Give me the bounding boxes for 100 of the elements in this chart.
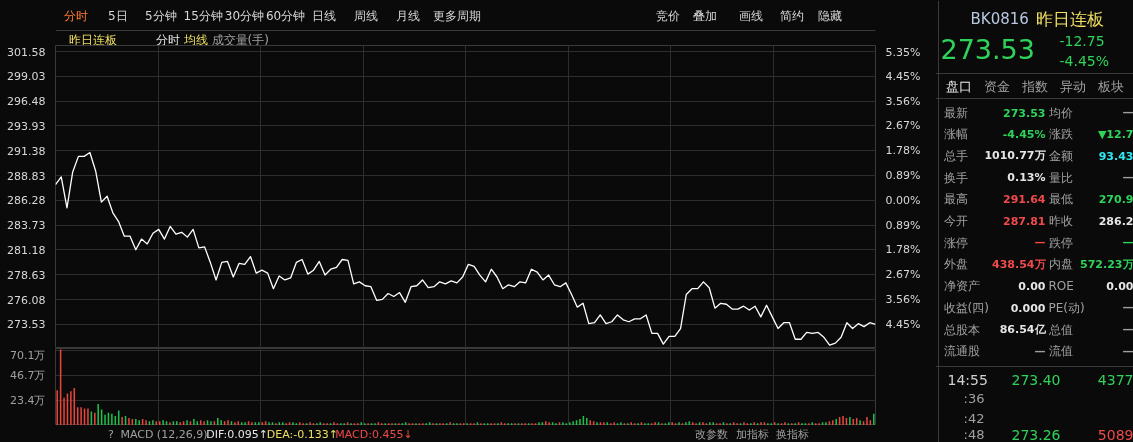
text: ROE — [1048, 279, 1074, 294]
text: 资金 — [983, 79, 1010, 94]
text: 均价 — [1047, 105, 1073, 120]
y-tick-label: 296.48 — [7, 95, 46, 109]
chart-title: 昨日连板 — [68, 32, 117, 47]
text: BK0816 — [970, 9, 1029, 28]
y2-tick-label: 3.56% — [885, 94, 921, 108]
text: 昨日连板 — [1035, 8, 1104, 29]
y2-tick-label: 1.78% — [885, 243, 921, 257]
y-tick-label: 286.28 — [7, 194, 46, 208]
annotation: 均线 — [183, 32, 209, 47]
text: -4.45% — [1002, 127, 1046, 141]
text: 273.53 — [1003, 106, 1046, 120]
text: — — [1122, 236, 1133, 250]
y2-tick-label: 0.89% — [885, 218, 921, 232]
text: PE(动) — [1048, 300, 1085, 315]
text: 更多周期 — [432, 8, 481, 23]
text: 外盘 — [943, 257, 968, 272]
text: 净资产 — [943, 279, 980, 294]
y2-tick-label: 5.35% — [885, 45, 921, 59]
text: 60分钟 — [265, 8, 306, 23]
text: 跌停 — [1048, 235, 1073, 250]
text: 5分钟 — [144, 8, 177, 23]
text: 286.2 — [1098, 215, 1133, 228]
text: 金额 — [1048, 148, 1073, 163]
text: 273.26 — [1011, 426, 1061, 442]
text: 量比 — [1048, 170, 1073, 185]
text: 0.00 — [1106, 280, 1133, 294]
text: 加指标 — [736, 428, 770, 441]
text: 273.53 — [940, 33, 1035, 65]
y2-tick-label: 0.00% — [885, 193, 921, 207]
text: 换指标 — [776, 428, 810, 441]
text: 30分钟 — [224, 8, 265, 23]
text: 14:55 — [947, 371, 988, 388]
text: 4377 — [1097, 371, 1133, 388]
text: 总股本 — [942, 322, 980, 337]
text: :36 — [963, 391, 985, 406]
text: 287.81 — [1003, 215, 1046, 228]
text: 0.00 — [1018, 280, 1046, 294]
y-tick-label: 70.1万 — [10, 348, 46, 362]
text: 0.000 — [1010, 301, 1046, 315]
text: — — [1034, 236, 1046, 250]
y-tick-label: 293.93 — [7, 119, 46, 133]
text: 15分钟 — [183, 8, 223, 23]
text: 涨跌 — [1048, 127, 1073, 142]
text: 日线 — [312, 8, 337, 23]
text: 最新 — [943, 105, 968, 120]
text: 内盘 — [1048, 257, 1073, 272]
text: 572.23万 — [1080, 257, 1133, 271]
y2-tick-label: 2.67% — [885, 119, 921, 133]
y2-tick-label: 4.45% — [885, 69, 921, 83]
text: ? — [108, 428, 115, 441]
text: 流值 — [1048, 344, 1073, 359]
text: -12.75 — [1059, 32, 1105, 49]
text: — — [1122, 323, 1133, 336]
y-tick-label: 299.03 — [7, 70, 46, 84]
y-tick-label: 291.38 — [7, 144, 46, 158]
y2-tick-label: 3.56% — [885, 292, 921, 306]
y2-tick-label: 4.45% — [885, 317, 921, 331]
text: 总值 — [1047, 322, 1073, 337]
text: MACD (12,26,9) — [120, 428, 208, 441]
y-tick-label: 23.4万 — [10, 393, 46, 407]
y-tick-label: 276.08 — [7, 293, 46, 307]
text: 438.54万 — [992, 257, 1046, 271]
text: 画线 — [738, 8, 763, 23]
text: — — [1034, 344, 1046, 358]
text: MACD:0.455↓ — [335, 428, 413, 441]
text: 叠加 — [693, 8, 718, 23]
text: 0.13% — [1007, 171, 1046, 185]
text: -4.45% — [1059, 52, 1110, 69]
text: 总手 — [942, 148, 968, 163]
text: 涨停 — [943, 235, 968, 250]
text: 收益(四) — [943, 300, 989, 315]
text: 指数 — [1020, 79, 1048, 94]
annotation: 成交量(手) — [211, 32, 269, 47]
text: 隐藏 — [818, 8, 843, 23]
text: 流通股 — [943, 344, 980, 359]
y2-tick-label: 0.89% — [885, 169, 921, 183]
text: 竞价 — [656, 8, 681, 23]
text: 93.43 — [1098, 149, 1133, 163]
text: 291.64 — [1003, 193, 1046, 207]
text: — — [1122, 344, 1133, 358]
text: 270.9 — [1098, 193, 1133, 207]
text: 1010.77万 — [984, 149, 1046, 163]
text: 板块 — [1096, 79, 1124, 94]
text: 换手 — [943, 170, 968, 185]
text: :48 — [963, 427, 985, 442]
y-tick-label: 283.73 — [7, 219, 46, 233]
text: 简约 — [779, 8, 804, 23]
text: ▼12.7 — [1097, 127, 1133, 141]
text: 月线 — [395, 8, 420, 23]
text: 异动 — [1059, 79, 1086, 94]
text: 周线 — [353, 8, 378, 23]
text: 今开 — [943, 214, 968, 228]
y-tick-label: 46.7万 — [10, 369, 46, 383]
y-tick-label: 281.18 — [7, 243, 46, 257]
text: 涨幅 — [943, 127, 968, 142]
y-tick-label: 273.53 — [7, 318, 46, 332]
y-tick-label: 301.58 — [7, 45, 46, 59]
text: :42 — [963, 411, 985, 426]
